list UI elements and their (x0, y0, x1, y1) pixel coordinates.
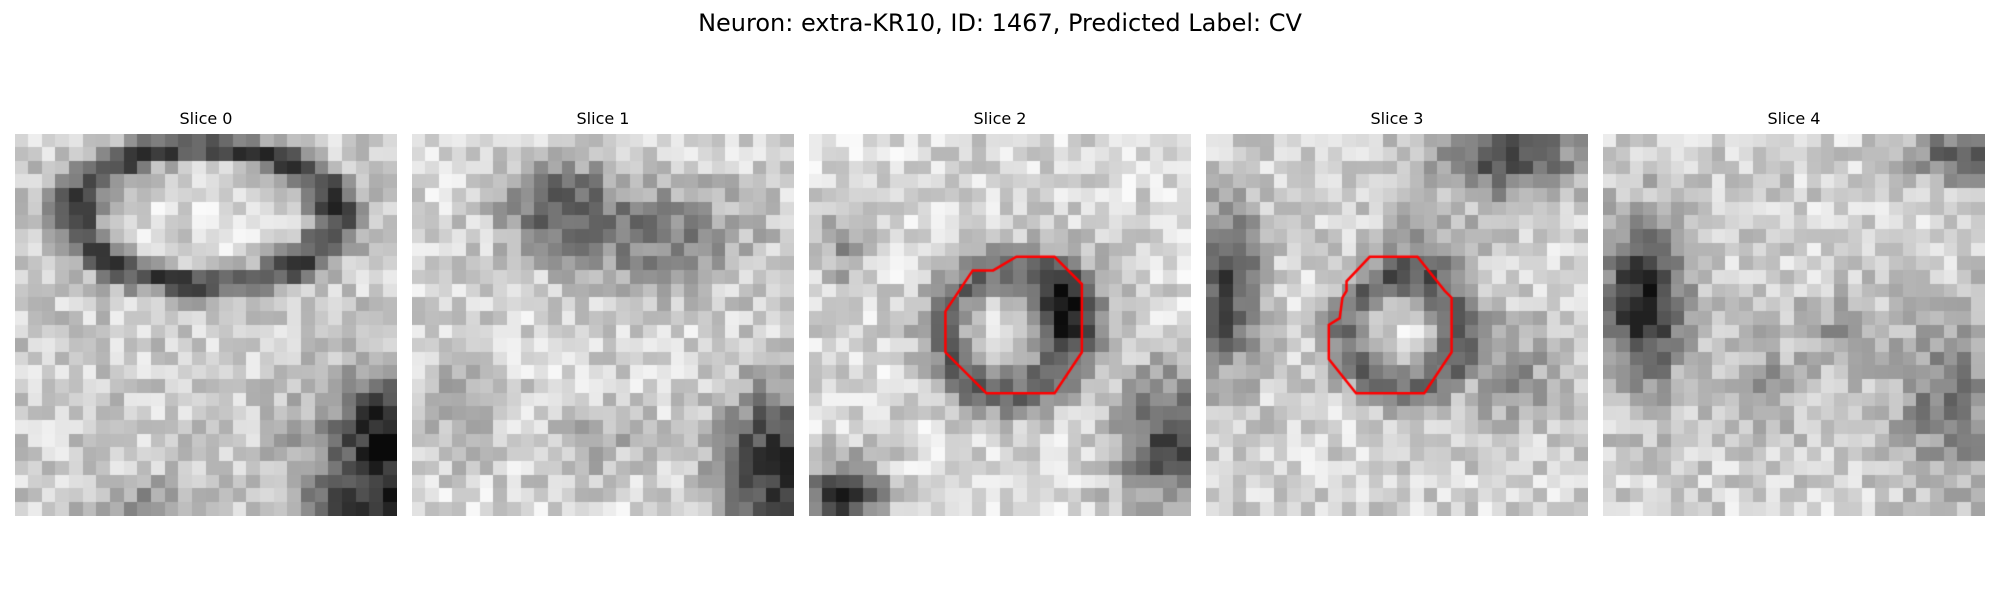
slice-panel-0: Slice 0 (15, 108, 397, 518)
slice-image-3 (1206, 134, 1588, 516)
slice-image-4 (1603, 134, 1985, 516)
slice-image-0 (15, 134, 397, 516)
slice-title-0: Slice 0 (179, 109, 233, 128)
slice-panel-2: Slice 2 (809, 108, 1191, 518)
slice-title-3: Slice 3 (1370, 109, 1424, 128)
slice-panel-3: Slice 3 (1206, 108, 1588, 518)
slice-panel-1: Slice 1 (412, 108, 794, 518)
slice-title-4: Slice 4 (1767, 109, 1821, 128)
slice-title-1: Slice 1 (576, 109, 630, 128)
slice-panel-4: Slice 4 (1603, 108, 1985, 518)
slice-image-2 (809, 134, 1191, 516)
slice-image-1 (412, 134, 794, 516)
slice-title-2: Slice 2 (973, 109, 1027, 128)
figure-title: Neuron: extra-KR10, ID: 1467, Predicted … (698, 9, 1302, 37)
